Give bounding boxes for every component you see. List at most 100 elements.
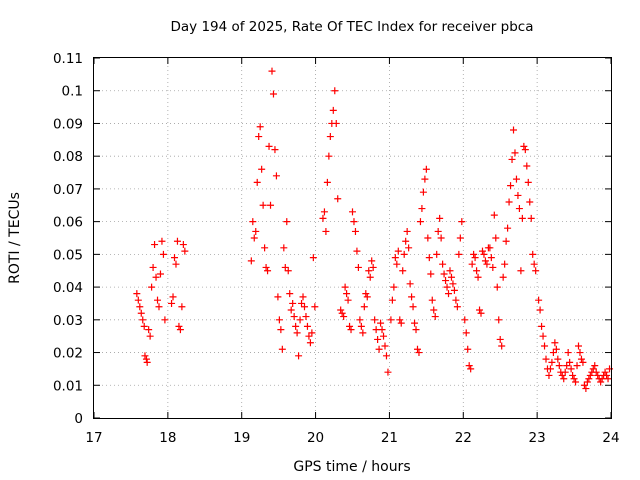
x-axis-label: GPS time / hours: [293, 459, 410, 475]
data-point: [140, 322, 148, 330]
data-point: [145, 326, 153, 334]
data-point: [530, 260, 538, 268]
data-point: [377, 319, 385, 327]
data-point: [526, 198, 534, 206]
data-point: [256, 123, 264, 131]
data-point: [302, 313, 310, 321]
data-point: [374, 335, 382, 343]
data-point: [384, 368, 392, 376]
data-point: [286, 290, 294, 298]
x-tick-label: 20: [307, 430, 324, 446]
x-tick-label: 23: [529, 430, 546, 446]
data-point: [271, 146, 279, 154]
data-point: [356, 316, 364, 324]
data-point: [344, 296, 352, 304]
data-point: [546, 365, 554, 373]
data-point: [575, 342, 583, 350]
data-point: [433, 250, 441, 258]
data-point: [589, 365, 597, 373]
data-point: [390, 283, 398, 291]
data-point: [577, 355, 585, 363]
data-point: [563, 362, 571, 370]
data-point: [483, 260, 491, 268]
data-point: [413, 345, 421, 353]
data-point: [569, 371, 577, 379]
data-point: [452, 296, 460, 304]
data-point: [449, 280, 457, 288]
x-tick-label: 22: [455, 430, 472, 446]
plot-frame: [93, 57, 612, 419]
data-point: [250, 234, 258, 242]
data-point: [566, 358, 574, 366]
data-point: [576, 349, 584, 357]
data-point: [436, 214, 444, 222]
data-point: [169, 293, 177, 301]
data-point: [403, 227, 411, 235]
data-point: [351, 227, 359, 235]
data-point: [462, 329, 470, 337]
data-point: [456, 234, 464, 242]
y-axis-label: ROTI / TECUs: [7, 192, 23, 284]
data-point: [353, 247, 361, 255]
data-point: [309, 254, 317, 262]
data-point: [369, 263, 377, 271]
data-point: [323, 178, 331, 186]
data-point: [396, 316, 404, 324]
data-point: [422, 165, 430, 173]
data-point: [136, 303, 144, 311]
data-point: [523, 162, 531, 170]
data-point: [171, 254, 179, 262]
data-point: [380, 332, 388, 340]
data-point: [394, 247, 402, 255]
data-point: [586, 371, 594, 379]
data-point: [305, 332, 313, 340]
data-point: [425, 254, 433, 262]
data-point: [554, 355, 562, 363]
data-point: [146, 332, 154, 340]
data-point: [363, 293, 371, 301]
data-point: [518, 214, 526, 222]
data-point: [561, 368, 569, 376]
data-point: [474, 273, 482, 281]
data-point: [542, 355, 550, 363]
data-point: [253, 178, 261, 186]
data-point: [520, 142, 528, 150]
data-point: [458, 218, 466, 226]
data-point: [319, 214, 327, 222]
x-tick-label: 18: [159, 430, 176, 446]
data-point: [572, 378, 580, 386]
data-point: [372, 326, 380, 334]
data-point: [582, 385, 590, 393]
data-point: [517, 267, 525, 275]
data-point: [296, 316, 304, 324]
data-point: [592, 368, 600, 376]
data-point: [332, 119, 340, 127]
data-point: [505, 198, 513, 206]
data-point: [326, 133, 334, 141]
data-point: [360, 303, 368, 311]
data-point: [570, 375, 578, 383]
data-point: [272, 172, 280, 180]
data-point: [152, 273, 160, 281]
data-point: [411, 319, 419, 327]
data-point: [322, 227, 330, 235]
data-point: [418, 205, 426, 213]
y-tick-label: 0: [74, 411, 83, 427]
chart-title: Day 194 of 2025, Rate Of TEC Index for r…: [171, 19, 534, 35]
data-point: [148, 283, 156, 291]
data-point: [585, 375, 593, 383]
data-point: [415, 349, 423, 357]
data-point: [303, 322, 311, 330]
data-point: [350, 218, 358, 226]
data-point: [597, 378, 605, 386]
data-point: [442, 277, 450, 285]
data-point: [134, 296, 142, 304]
data-point: [346, 322, 354, 330]
data-point: [161, 316, 169, 324]
data-point: [175, 322, 183, 330]
data-point: [437, 234, 445, 242]
data-point: [478, 247, 486, 255]
data-point: [281, 263, 289, 271]
data-point: [292, 322, 300, 330]
